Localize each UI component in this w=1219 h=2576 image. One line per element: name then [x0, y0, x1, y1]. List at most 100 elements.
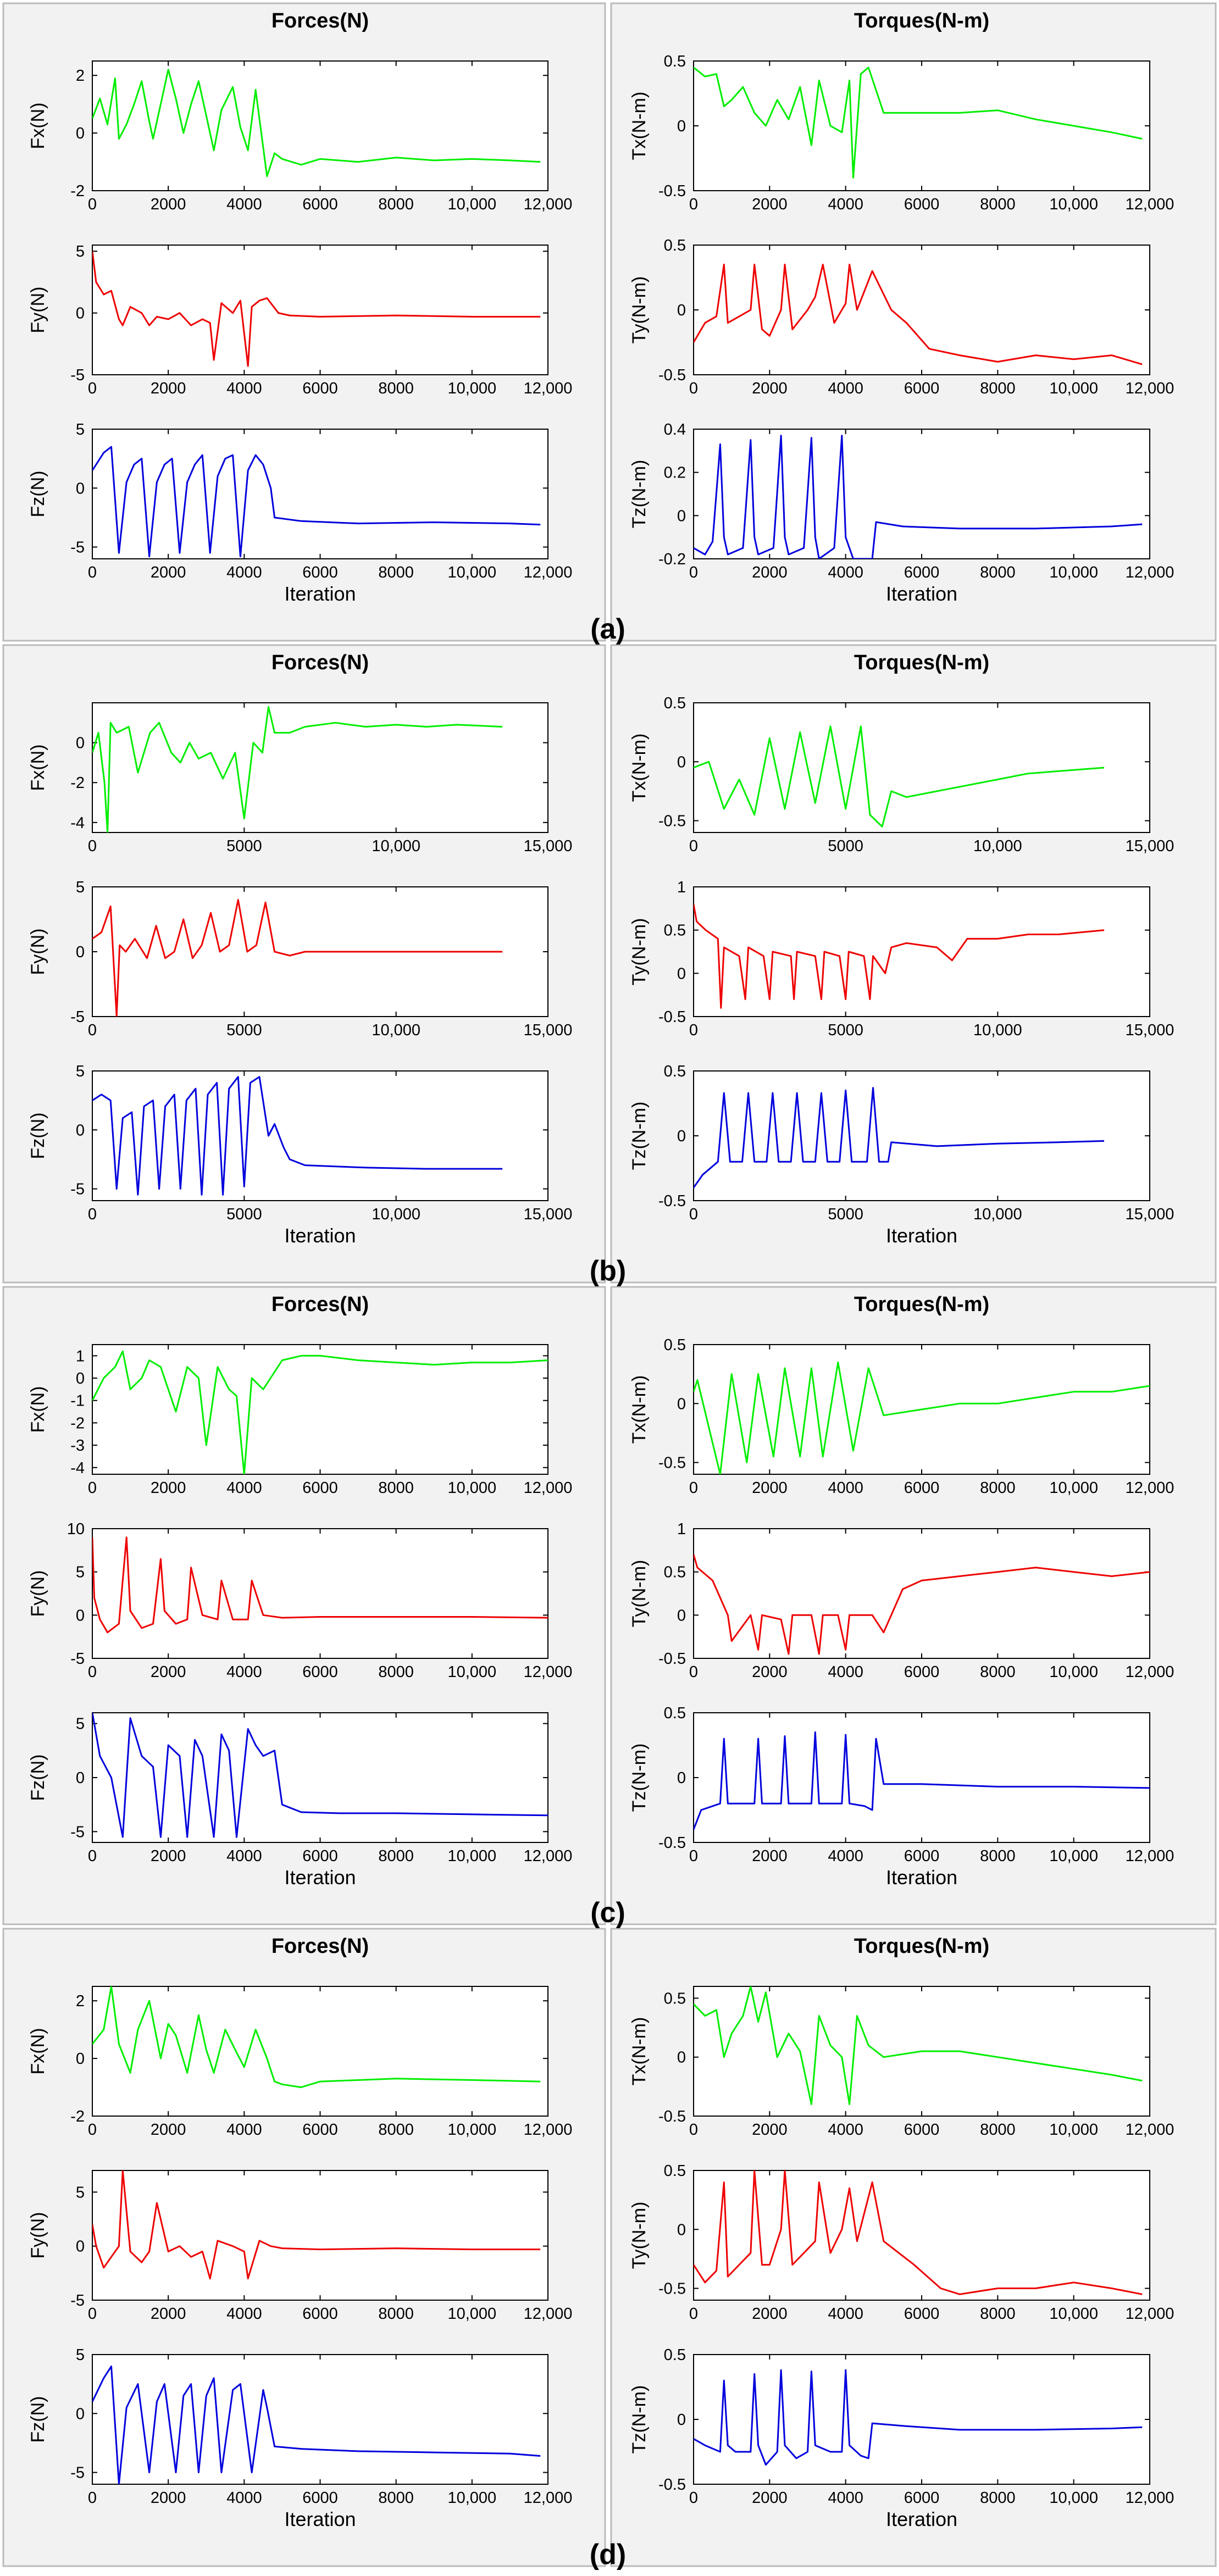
panel-a-fx-ytick-label-1: 0: [76, 125, 85, 142]
panel-c-fx-xtick-label-4: 8000: [378, 1479, 414, 1497]
panel-d-fy-xtick-label-1: 2000: [151, 2305, 186, 2323]
panel-a-tx-xtick-label-5: 10,000: [1049, 196, 1098, 213]
panel-c-tx-xtick-label-6: 12,000: [1126, 1479, 1174, 1497]
panel-d-tz-series-line: [694, 2369, 1143, 2466]
panel-c-fx-ytick-label-3: -1: [70, 1392, 85, 1410]
panel-a-ty-xtick-label-0: 0: [689, 380, 698, 397]
panel-c-ty-xtick-label-4: 8000: [980, 1663, 1016, 1681]
panel-d-fy-plot-area: [92, 2170, 548, 2301]
panel-d-torques-chart: Torques(N-m)-0.500.50 2000 4000 6000 8000 10,…: [629, 1935, 1174, 2530]
panel-d-ty-xtick-label-2: 4000: [828, 2305, 863, 2323]
panel-b-tz-ylabel: Tz(N-m): [629, 1102, 650, 1170]
panel-a-fx-xtick-label-2: 4000: [226, 196, 262, 213]
panel-c-torques-chart: Torques(N-m)-0.500.50 2000 4000 6000 8000 10,…: [629, 1293, 1174, 1889]
panel-a-tz-ytick-label-2: 0.2: [664, 464, 686, 482]
panel-a-tz-xtick-label-3: 6000: [904, 564, 940, 581]
panel-a-fx-xtick-label-5: 10,000: [447, 196, 496, 213]
panel-a-tz-series-line: [694, 435, 1143, 559]
panel-a-ty-xtick-label-1: 2000: [752, 380, 788, 397]
panel-c-torques-title: Torques(N-m): [854, 1293, 989, 1316]
panel-a-fy-xtick-label-4: 8000: [378, 380, 414, 397]
panel-b-tx-ytick-label-1: 0: [677, 753, 686, 771]
panel-a-tx-xtick-label-0: 0: [689, 196, 698, 213]
panel-b-fx-ytick-label-0: -4: [70, 814, 85, 832]
panel-b-forces-title: Forces(N): [271, 651, 369, 674]
panel-a-tx-ytick-label-0: -0.5: [658, 182, 686, 200]
panel-a-fx-xtick-label-0: 0: [88, 196, 97, 213]
panel-a-ty-xtick-label-2: 4000: [828, 380, 863, 397]
panel-c-fy-xtick-label-1: 2000: [151, 1663, 186, 1681]
panel-a-tx-plot-area: [693, 60, 1150, 191]
panel-c-ty-xtick-label-2: 4000: [828, 1663, 863, 1681]
panel-d-fz-xtick-label-6: 12,000: [524, 2489, 573, 2507]
panel-b-ty-xtick-label-0: 0: [689, 1021, 698, 1039]
panel-c-fz-xlabel: Iteration: [284, 1866, 356, 1889]
panel-a-tz-ytick-label-0: -0.2: [658, 551, 686, 568]
panel-b-fx-xtick-label-2: 10,000: [372, 837, 420, 855]
panel-c-fz-series-line: [92, 1713, 548, 1838]
panel-label-b: (b): [590, 1255, 626, 1287]
panel-a-fz-xlabel: Iteration: [284, 582, 356, 605]
panel-d-fx-ytick-label-0: -2: [70, 2108, 85, 2125]
panel-c-tz-plot-area: [693, 1712, 1150, 1843]
panel-b-fx-xtick-label-1: 5000: [226, 837, 262, 855]
panel-c-fx-ytick-label-4: 0: [76, 1370, 85, 1387]
panel-d-tz-xtick-label-3: 6000: [904, 2489, 940, 2507]
panel-a-fy-xtick-label-2: 4000: [226, 380, 262, 397]
panel-d-fx-xtick-label-4: 8000: [378, 2121, 414, 2139]
panel-c-fy-xtick-label-2: 4000: [226, 1663, 262, 1681]
panel-a-fx-plot-area: [92, 60, 548, 191]
panel-c-fx-xtick-label-2: 4000: [226, 1479, 262, 1497]
panel-d-fz-xlabel: Iteration: [284, 2508, 356, 2530]
panel-d-tz-xlabel: Iteration: [886, 2508, 957, 2530]
panel-a-fz-xtick-label-1: 2000: [151, 564, 186, 581]
panel-c-fz-xtick-label-5: 10,000: [447, 1847, 496, 1865]
panel-a-fx-series-line: [92, 69, 541, 177]
panel-c-fx-xtick-label-0: 0: [88, 1479, 97, 1497]
panel-c-fy-xtick-label-5: 10,000: [447, 1663, 496, 1681]
panel-c-fz-xtick-label-2: 4000: [226, 1847, 262, 1865]
panel-d-tx-ytick-label-1: 0: [677, 2049, 686, 2067]
panel-d-fy-xtick-label-5: 10,000: [447, 2305, 496, 2323]
panel-b-ty-ylabel: Ty(N-m): [629, 918, 650, 986]
panel-b-tx-ytick-label-0: -0.5: [658, 813, 686, 830]
panel-d-ty-ytick-label-1: 0: [677, 2221, 686, 2239]
panel-a-tx-xtick-label-1: 2000: [752, 196, 788, 213]
panel-c-tz-ylabel: Tz(N-m): [629, 1744, 650, 1812]
panel-c-tz-xtick-label-0: 0: [689, 1847, 698, 1865]
panel-a-ty-plot-area: [693, 245, 1150, 375]
panel-c-fx-ytick-label-2: -2: [70, 1414, 85, 1432]
panel-d-ty-xtick-label-4: 8000: [980, 2305, 1016, 2323]
panel-a-fx-ylabel: Fx(N): [27, 103, 48, 149]
panel-a-fy-ytick-label-0: -5: [70, 367, 85, 384]
panel-c-tz-xtick-label-1: 2000: [752, 1847, 788, 1865]
panel-a-tz-xtick-label-6: 12,000: [1126, 564, 1174, 581]
panel-a-ty-ytick-label-1: 0: [677, 302, 686, 319]
panel-d-tx-xtick-label-4: 8000: [980, 2121, 1016, 2139]
panel-d-ty-plot-area: [693, 2170, 1150, 2301]
panel-c-fy-ytick-label-3: 10: [67, 1520, 85, 1538]
panel-c-ty-ytick-label-0: -0.5: [658, 1650, 686, 1668]
panel-c-fz-xtick-label-6: 12,000: [524, 1847, 573, 1865]
panel-d-tz-xtick-label-0: 0: [689, 2489, 698, 2507]
panel-d-fy-series-line: [92, 2170, 541, 2280]
panel-d-tx-xtick-label-1: 2000: [752, 2121, 788, 2139]
panel-a-tx-xtick-label-2: 4000: [828, 196, 863, 213]
panel-c-fx-ytick-label-0: -4: [70, 1459, 85, 1477]
panel-a-fy-ylabel: Fy(N): [27, 287, 48, 334]
panel-d-fz-xtick-label-4: 8000: [378, 2489, 414, 2507]
panel-a-fz-xtick-label-5: 10,000: [447, 564, 496, 581]
panel-d-fy-xtick-label-3: 6000: [302, 2305, 338, 2323]
panel-b-fz-ylabel: Fz(N): [27, 1113, 48, 1159]
panel-b-ty-xtick-label-2: 10,000: [973, 1021, 1022, 1039]
panel-c-tx-xtick-label-4: 8000: [980, 1479, 1016, 1497]
panel-b-fy-xtick-label-0: 0: [88, 1021, 97, 1039]
panel-c-tz-xtick-label-5: 10,000: [1049, 1847, 1098, 1865]
panel-b-tz-xtick-label-1: 5000: [828, 1206, 863, 1223]
panel-c-fz-ytick-label-2: 5: [76, 1716, 85, 1733]
panel-c-fy-xtick-label-3: 6000: [302, 1663, 338, 1681]
panel-a-fy-ytick-label-1: 0: [76, 305, 85, 323]
panel-d-tx-xtick-label-6: 12,000: [1126, 2121, 1174, 2139]
panel-b-fz-series-line: [92, 1076, 503, 1196]
panel-d-fz-xtick-label-2: 4000: [226, 2489, 262, 2507]
